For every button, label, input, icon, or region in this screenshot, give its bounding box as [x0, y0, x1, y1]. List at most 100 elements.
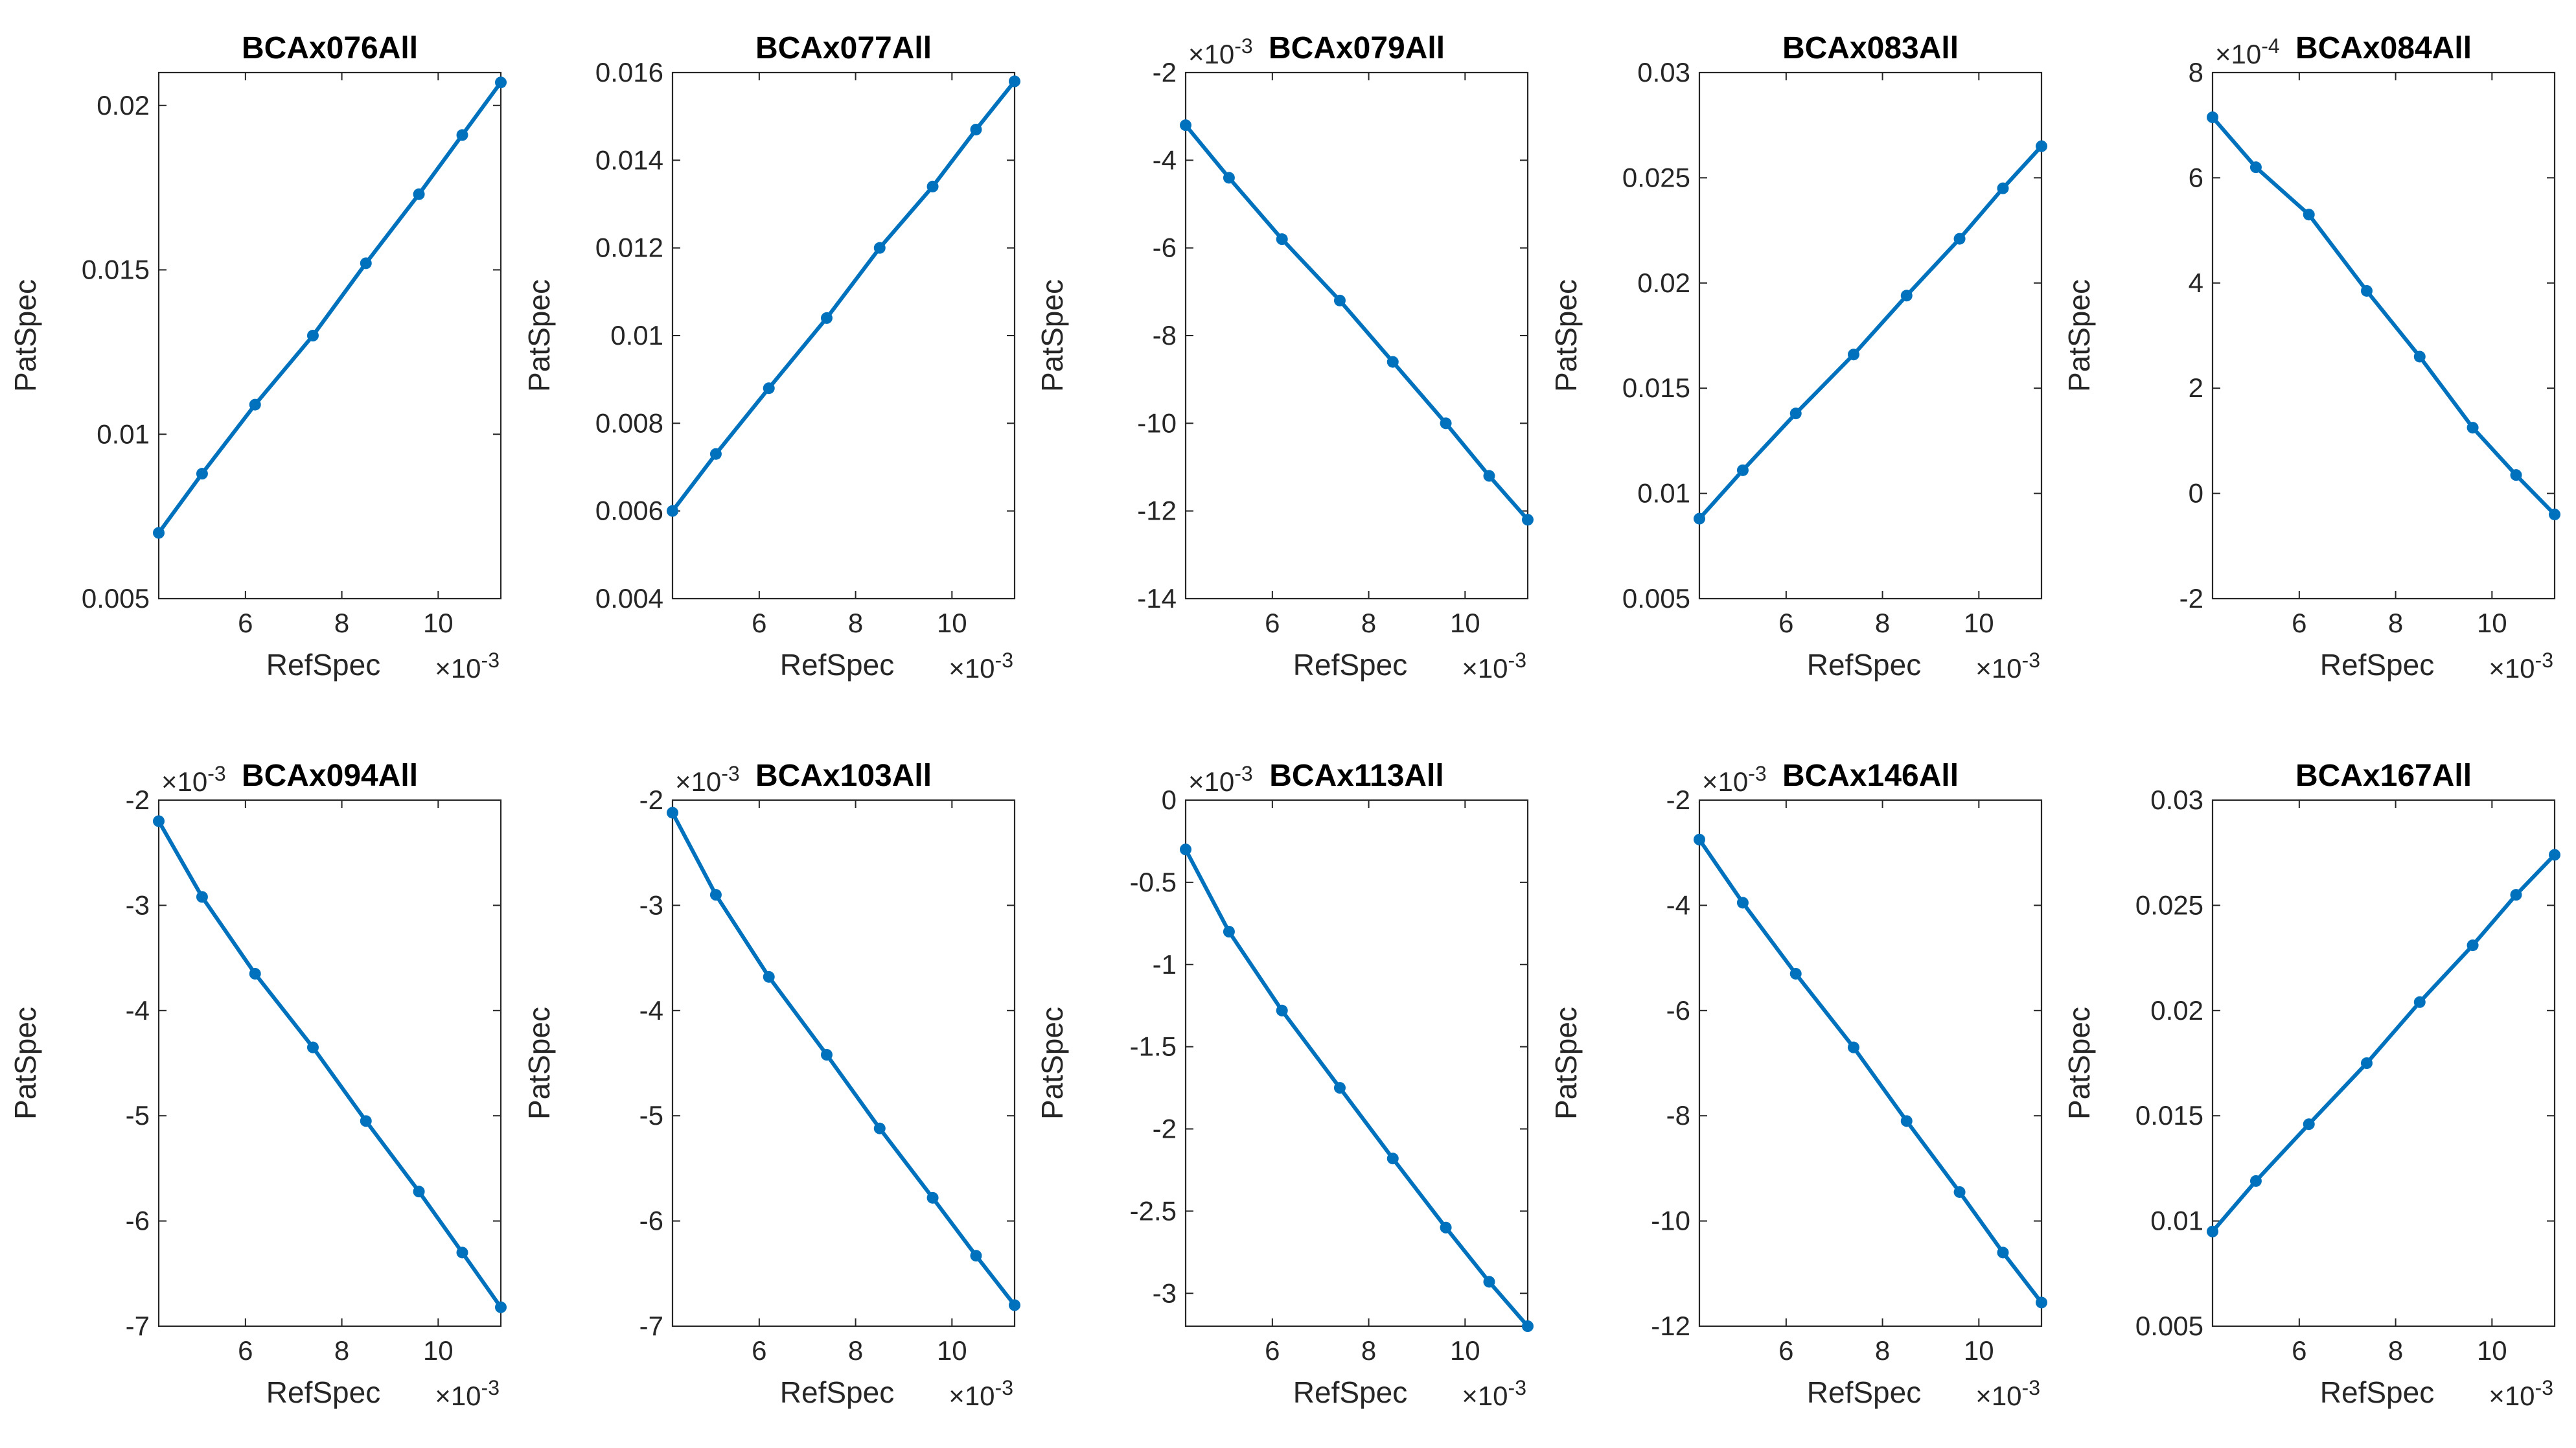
- data-point: [153, 527, 165, 539]
- y-tick-label: 0.014: [595, 144, 663, 175]
- y-tick-label: 0.025: [2135, 890, 2203, 920]
- x-exponent-label: ×10-3: [1462, 1376, 1526, 1411]
- x-exponent-label: ×10-3: [435, 1376, 500, 1411]
- series-line: [157, 80, 503, 535]
- y-tick-label: 0.03: [1637, 57, 1690, 87]
- y-tick-label: 0.008: [595, 408, 663, 438]
- y-tick-label: 0: [2189, 478, 2203, 509]
- y-tick-label: 4: [2189, 268, 2203, 298]
- subplot-bcax113all: 6 8 10 -3 -2.5 -2 -1.5 -1 -0.5 0 BCAx113All RefSpec…: [1035, 759, 1534, 1411]
- data-point: [709, 889, 722, 901]
- y-tick-label: -2: [2179, 583, 2203, 614]
- y-axis-label: PatSpec: [2062, 279, 2096, 392]
- y-tick-label: 0.01: [2150, 1206, 2203, 1236]
- x-tick-label: 6: [752, 1335, 766, 1366]
- data-point: [2510, 889, 2522, 901]
- y-axis-label: PatSpec: [1549, 1007, 1583, 1120]
- y-tick-label: -6: [639, 1206, 663, 1236]
- y-tick-label: -4: [1153, 144, 1177, 175]
- x-tick-label: 6: [2292, 608, 2306, 638]
- data-point: [1276, 233, 1288, 246]
- y-tick-label: -5: [126, 1100, 150, 1131]
- data-point: [1333, 1082, 1346, 1094]
- series-line: [1697, 144, 2043, 521]
- x-tick-label: 6: [1265, 608, 1280, 638]
- y-exponent-label: ×10-3: [1702, 762, 1767, 797]
- y-tick-label: 8: [2189, 57, 2203, 87]
- x-exponent-label: ×10-3: [1462, 649, 1526, 684]
- x-tick-label: 8: [848, 608, 863, 638]
- data-point: [360, 257, 372, 270]
- subplot-bcax079all: 6 8 10 -14 -12 -10 -8 -6 -4 -2 BCAx079All RefSpec ×1…: [1035, 31, 1534, 684]
- data-point: [495, 76, 507, 89]
- y-tick-label: 0.005: [82, 583, 150, 614]
- data-point: [1483, 470, 1495, 482]
- data-point: [1900, 1115, 1913, 1127]
- x-exponent-label: ×10-3: [2489, 1376, 2553, 1411]
- x-exponent-label: ×10-3: [949, 649, 1013, 684]
- y-tick-label: -2: [1153, 1114, 1177, 1144]
- data-point: [1386, 1153, 1399, 1165]
- y-axis-label: PatSpec: [8, 279, 42, 392]
- y-tick-label: 0.02: [97, 90, 150, 121]
- data-point: [820, 312, 833, 324]
- data-point: [926, 1191, 939, 1204]
- series-line: [1697, 837, 2043, 1305]
- data-point: [306, 1041, 319, 1053]
- x-axis-label: RefSpec: [1293, 648, 1407, 682]
- y-tick-label: 6: [2189, 162, 2203, 192]
- y-tick-label: -4: [639, 995, 663, 1026]
- data-point: [249, 398, 261, 411]
- x-tick-label: 10: [423, 1335, 454, 1366]
- series-line: [671, 79, 1017, 513]
- subplot-title: BCAx113All: [1269, 759, 1443, 793]
- data-point: [926, 180, 939, 192]
- data-point: [970, 123, 982, 135]
- y-axis-label: PatSpec: [522, 279, 556, 392]
- y-tick-label: -12: [1651, 1311, 1690, 1341]
- data-point: [2207, 1225, 2218, 1237]
- x-tick-label: 8: [1361, 1335, 1376, 1366]
- y-tick-label: -10: [1137, 408, 1177, 438]
- x-axis-label: RefSpec: [266, 648, 380, 682]
- y-tick-label: 0.02: [1637, 268, 1690, 298]
- data-point: [2467, 939, 2479, 952]
- y-tick-label: 0.015: [1622, 373, 1690, 403]
- data-point: [1694, 833, 1705, 845]
- y-exponent-label: ×10-3: [1188, 34, 1253, 69]
- data-point: [1953, 1186, 1966, 1198]
- data-point: [2303, 1118, 2315, 1131]
- y-axis-label: PatSpec: [8, 1007, 42, 1120]
- y-tick-label: -0.5: [1130, 867, 1177, 897]
- x-tick-label: 8: [1875, 1335, 1890, 1366]
- data-point: [2036, 140, 2047, 152]
- subplot-title: BCAx167All: [2295, 759, 2472, 793]
- x-tick-label: 6: [752, 608, 766, 638]
- data-point: [196, 468, 208, 480]
- y-tick-label: -14: [1137, 583, 1177, 614]
- x-exponent-label: ×10-3: [1975, 1376, 2040, 1411]
- x-tick-label: 10: [423, 608, 454, 638]
- data-point: [1276, 1004, 1288, 1017]
- y-tick-label: 0.005: [1622, 583, 1690, 614]
- y-tick-label: -7: [126, 1311, 150, 1341]
- y-tick-label: -10: [1651, 1206, 1690, 1236]
- y-tick-label: -6: [1666, 995, 1690, 1026]
- data-point: [2249, 1175, 2262, 1187]
- axes-frame: [671, 799, 1016, 1327]
- data-point: [456, 129, 468, 141]
- y-tick-label: 2: [2189, 373, 2203, 403]
- y-exponent-label: ×10-3: [675, 762, 740, 797]
- x-tick-label: 8: [334, 1335, 349, 1366]
- data-point: [2467, 422, 2479, 434]
- y-tick-label: 0: [1162, 785, 1177, 815]
- y-tick-label: -6: [126, 1206, 150, 1236]
- data-point: [1522, 514, 1534, 526]
- x-axis-label: RefSpec: [1293, 1375, 1407, 1409]
- subplot-bcax084all: 6 8 10 -2 0 2 4 6 8 BCAx084All RefSpec ×10-3 PatSpec…: [2062, 31, 2560, 684]
- x-tick-label: 8: [2388, 608, 2403, 638]
- x-tick-label: 6: [238, 608, 253, 638]
- axes-frame: [1698, 799, 2043, 1327]
- data-point: [1736, 897, 1749, 909]
- x-tick-label: 10: [2477, 1335, 2507, 1366]
